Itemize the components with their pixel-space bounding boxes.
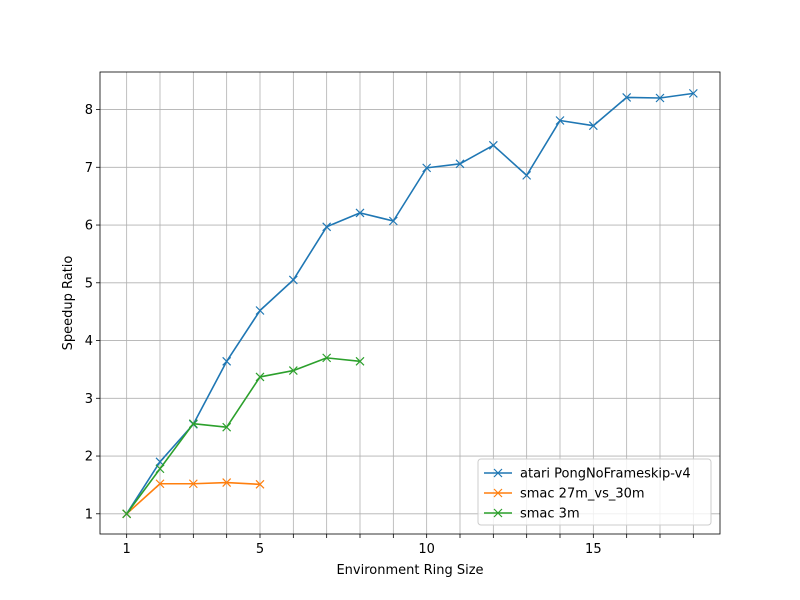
data-point-marker (188, 419, 198, 429)
data-point-marker (322, 222, 332, 232)
data-point-marker (655, 93, 665, 103)
y-axis-label: Speedup Ratio (61, 256, 76, 351)
data-point-marker (555, 116, 565, 125)
x-axis-ticks: 1 5 10 15 (123, 534, 694, 557)
y-tick-label: 7 (85, 161, 93, 176)
legend-marker (493, 468, 503, 478)
data-point-marker (688, 88, 698, 98)
x-tick-label: 10 (418, 542, 435, 557)
data-point-marker (122, 509, 132, 519)
x-tick-label: 15 (585, 542, 602, 557)
data-point-marker (355, 356, 365, 366)
y-tick-label: 5 (85, 276, 93, 291)
series-layer (122, 88, 698, 519)
data-point-marker (222, 478, 232, 488)
data-point-marker (155, 479, 165, 489)
data-point-marker (488, 140, 498, 150)
data-point-marker (522, 170, 532, 180)
grid-lines (100, 72, 720, 534)
data-point-marker (455, 159, 465, 169)
data-point-marker (288, 366, 298, 375)
data-point-marker (155, 464, 165, 474)
y-tick-label: 1 (85, 507, 93, 522)
data-point-marker (255, 306, 265, 315)
y-tick-label: 8 (85, 103, 93, 118)
data-point-marker (622, 92, 632, 102)
data-point-marker (255, 479, 265, 489)
legend-marker (493, 508, 503, 518)
data-point-marker (422, 163, 432, 173)
data-point-marker (355, 208, 365, 218)
legend: atari PongNoFrameskip-v4 smac 27m_vs_30ms… (477, 458, 712, 526)
series-line (125, 92, 694, 515)
data-point-marker (222, 356, 232, 366)
x-axis-label: Environment Ring Size (336, 563, 483, 578)
legend-marker (493, 488, 503, 498)
legend-entry: atari PongNoFrameskip-v4 (520, 467, 691, 482)
data-point-marker (222, 422, 232, 432)
y-axis-ticks: 1 2 3 4 5 6 7 8 (85, 103, 100, 522)
data-point-marker (388, 216, 398, 226)
y-tick-label: 6 (85, 219, 93, 234)
data-point-marker (288, 275, 298, 285)
x-tick-label: 1 (123, 542, 131, 557)
data-point-marker (255, 372, 265, 382)
series-line (126, 357, 361, 515)
y-tick-label: 2 (85, 450, 93, 465)
legend-entry: smac 3m (520, 507, 580, 522)
y-tick-label: 4 (85, 334, 93, 349)
data-point-marker (188, 479, 198, 489)
x-tick-label: 5 (256, 542, 264, 557)
y-tick-label: 3 (85, 392, 93, 407)
series-0 (122, 88, 698, 519)
legend-box (477, 458, 712, 526)
legend-entry: smac 27m_vs_30m (520, 487, 645, 502)
plot-frame (99, 71, 721, 535)
series-2 (122, 353, 365, 519)
data-point-marker (588, 121, 598, 131)
data-point-marker (322, 353, 332, 363)
